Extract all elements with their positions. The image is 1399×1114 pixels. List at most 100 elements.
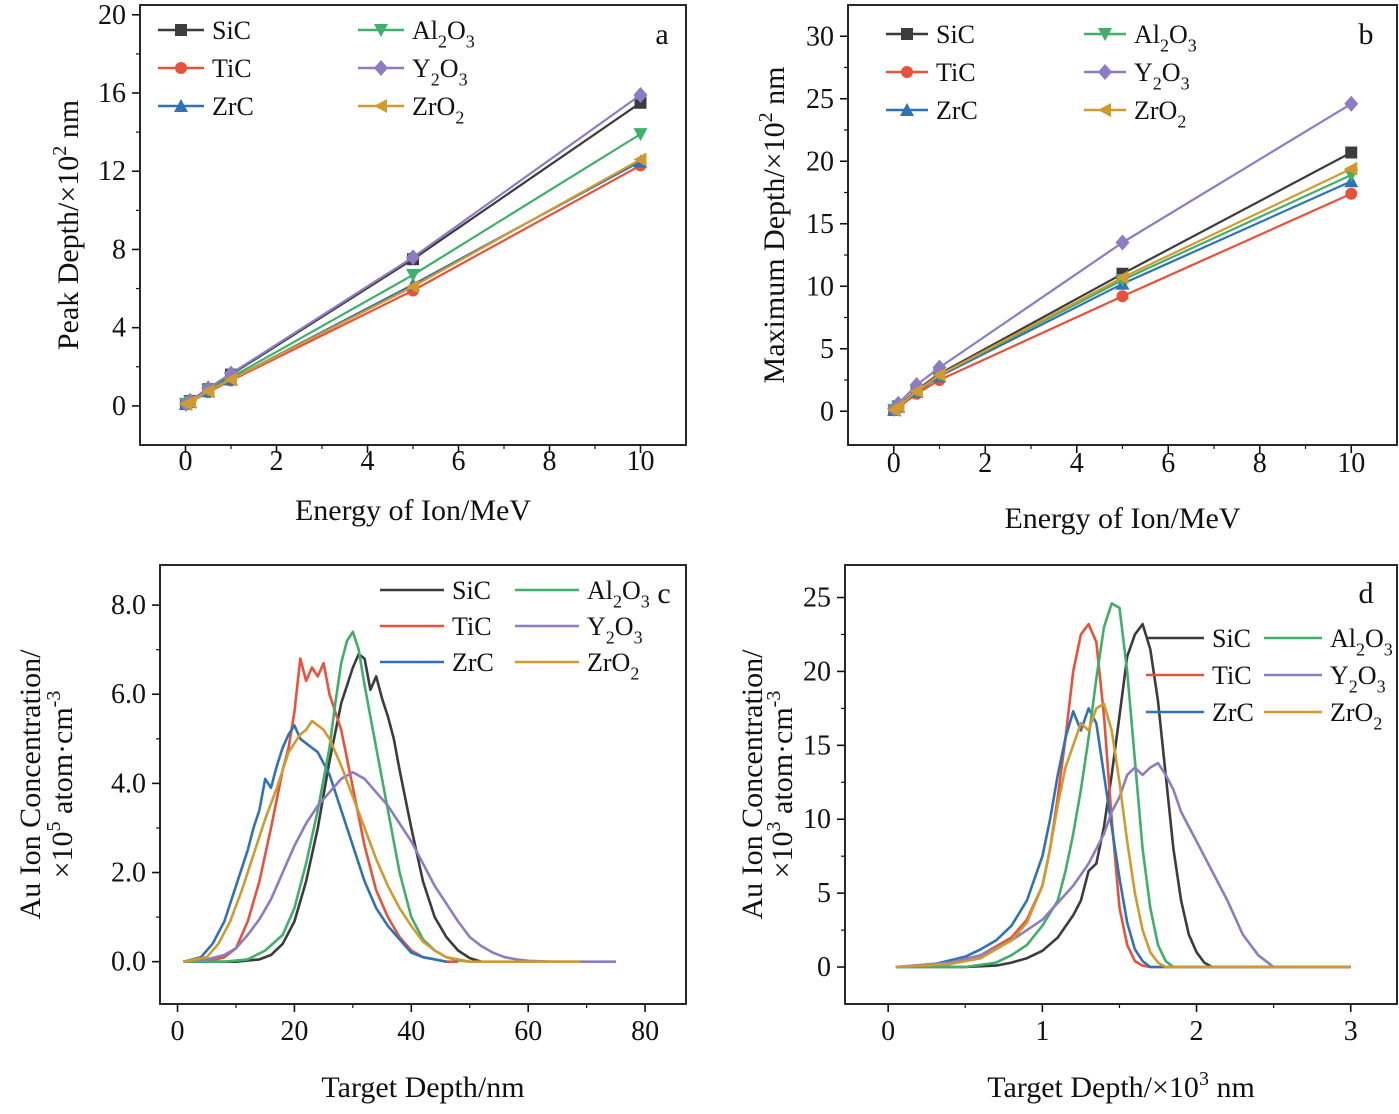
legend-label: SiC: [936, 20, 975, 49]
series-line-zrc: [183, 724, 447, 963]
chart-panel-b: 0 2 4 6 8 10 0 5 10 15 20 25 30 Energy of Ion/MeV Maxi…: [755, 4, 1398, 535]
legend-label: Y2O3​: [587, 612, 643, 647]
x-tick-label: 80: [631, 1016, 659, 1047]
x-tick-label: 2: [270, 446, 284, 477]
plot-frame: [844, 564, 1398, 1005]
series-sic: [183, 652, 482, 964]
legend-label: TiC: [452, 612, 492, 641]
x-tick-label: 10: [627, 446, 655, 477]
series-zrc: [183, 724, 447, 963]
data-point-y2o3: [633, 86, 648, 103]
legend-label: TiC: [212, 54, 252, 83]
y-axis-label: Au Ion Concentration/: [14, 649, 47, 920]
legend-marker: [374, 60, 388, 76]
legend-entry-y2o3: Y2O3​: [1084, 58, 1190, 93]
data-point-zro2: [909, 384, 923, 399]
data-point-tic: [1116, 290, 1129, 303]
legend-entry-tic: TiC: [158, 54, 252, 83]
x-axis-label: Target Depth/nm: [321, 1071, 524, 1104]
legend-entry-al2o3: Al2O3​: [1084, 20, 1197, 55]
y-tick-label: 30: [806, 21, 834, 52]
data-point-zro2: [406, 279, 419, 294]
legend-label: ZrC: [1212, 698, 1254, 727]
legend-label: ZrC: [212, 92, 254, 121]
y-tick-label: 8.0: [111, 590, 146, 621]
y-tick-label: 5: [817, 878, 831, 909]
y-tick-label: 5: [820, 334, 834, 365]
legend-entry-tic: TiC: [886, 58, 976, 87]
legend-entry-sic: SiC: [158, 16, 251, 45]
y-tick-label: 0: [112, 391, 126, 422]
legend: SiC TiC ZrC Al2O3​Y2O3​ZrO2​: [1146, 624, 1393, 733]
data-point-zro2: [633, 152, 647, 167]
y-axis-label: Maximum Depth/×102 nm: [755, 67, 791, 384]
series-line-sic: [895, 622, 1351, 969]
y-tick-label: 2.0: [111, 858, 146, 889]
series-line-sic: [183, 652, 482, 964]
legend-label: Y2O3​: [1134, 58, 1190, 93]
series-zro2: [887, 161, 1358, 417]
x-tick-label: 2: [1190, 1016, 1204, 1047]
series-sic: [895, 622, 1351, 969]
legend-entry-zrc: ZrC: [1146, 698, 1254, 727]
series-zro2: [895, 702, 1351, 969]
series-line-y2o3: [183, 770, 616, 964]
legend-marker: [374, 24, 388, 37]
legend-label: ZrO2​: [412, 92, 464, 127]
legend-label: ZrO2​: [587, 648, 639, 683]
data-point-tic: [1345, 187, 1358, 200]
x-tick-label: 0: [881, 1016, 895, 1047]
panel-label: d: [1359, 577, 1374, 610]
data-point-al2o3: [406, 268, 420, 282]
legend-marker: [1098, 64, 1112, 80]
x-axis-label: Energy of Ion/MeV: [1004, 502, 1240, 535]
legend-label: SiC: [212, 16, 251, 45]
series-zro2: [183, 719, 581, 964]
legend-entry-y2o3: Y2O3​: [1264, 661, 1386, 696]
legend-entry-y2o3: Y2O3​: [515, 612, 643, 647]
panel-label: a: [655, 18, 668, 51]
legend-label: Al2O3​: [1134, 20, 1197, 55]
y-tick-label: 25: [806, 84, 834, 115]
data-point-zro2: [932, 368, 946, 382]
legend-label: Al2O3​: [412, 16, 475, 51]
legend-marker: [900, 103, 914, 116]
x-tick-label: 60: [514, 1016, 542, 1047]
legend-entry-y2o3: Y2O3​: [358, 54, 468, 89]
data-point-zro2: [183, 394, 197, 409]
legend-marker: [175, 62, 187, 74]
y-tick-label: 15: [803, 730, 831, 761]
x-tick-label: 4: [361, 446, 375, 477]
series-line-y2o3: [895, 761, 1351, 969]
y-tick-label: 4: [112, 313, 126, 344]
x-tick-label: 1: [1035, 1016, 1049, 1047]
legend-label: TiC: [936, 58, 976, 87]
x-axis-label: Target Depth/×103 nm: [987, 1068, 1255, 1104]
y-tick-label: 20: [806, 146, 834, 177]
legend: SiC TiC ZrC Al2O3​Y2O3​ZrO2​: [158, 16, 475, 127]
legend-entry-sic: SiC: [1146, 624, 1251, 653]
legend-marker: [174, 99, 188, 112]
series-line-tic: [895, 622, 1351, 969]
legend: SiC TiC ZrC Al2O3​Y2O3​ZrO2​: [886, 20, 1197, 131]
x-tick-label: 20: [280, 1016, 308, 1047]
legend-entry-al2o3: Al2O3​: [1264, 624, 1393, 659]
x-tick-label: 8: [543, 446, 557, 477]
data-point-zro2: [1344, 161, 1358, 176]
legend-marker: [1098, 103, 1111, 117]
legend-entry-tic: TiC: [380, 612, 492, 641]
series-line-al2o3: [895, 602, 1351, 969]
y-tick-label: 0: [817, 952, 831, 983]
legend-entry-zrc: ZrC: [158, 92, 254, 121]
series-al2o3: [183, 630, 470, 964]
x-axis-label: Energy of Ion/MeV: [295, 494, 531, 527]
y-tick-label: 20: [803, 656, 831, 687]
y-axis-label-units: ×105 atom·cm-3: [43, 691, 79, 879]
chart-panel-a: 0 2 4 6 8 10 0 4 8 12 16 20 Energy of Ion/MeV Peak De…: [49, 0, 687, 527]
y-axis-label-units: ×103 atom·cm-3: [763, 691, 799, 879]
legend-label: Y2O3​: [1330, 661, 1386, 696]
x-tick-label: 4: [1070, 448, 1084, 479]
x-tick-label: 6: [1161, 448, 1175, 479]
panel-label: b: [1359, 18, 1374, 51]
